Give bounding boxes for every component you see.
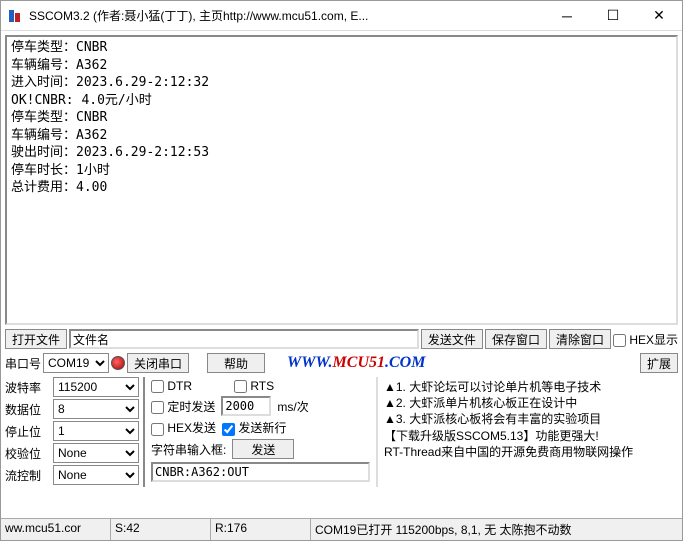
help-button[interactable]: 帮助 <box>207 353 265 373</box>
databits-label: 数据位 <box>5 401 53 418</box>
main-window: SSCOM3.2 (作者:聂小猛(丁丁), 主页http://www.mcu51… <box>0 0 683 541</box>
settings-panel: 波特率115200 数据位8 停止位1 校验位None 流控制None <box>5 377 139 487</box>
send-button[interactable]: 发送 <box>232 439 294 459</box>
statusbar: ww.mcu51.cor S:42 R:176 COM19已打开 115200b… <box>1 518 682 540</box>
send-panel: DTR RTS 定时发送 ms/次 HEX发送 发送新行 字符串输入框: 发送 <box>143 377 378 487</box>
save-window-button[interactable]: 保存窗口 <box>485 329 547 349</box>
open-file-button[interactable]: 打开文件 <box>5 329 67 349</box>
timed-send-checkbox[interactable]: 定时发送 <box>151 398 215 415</box>
status-sent: S:42 <box>111 519 211 540</box>
expand-button[interactable]: 扩展 <box>640 353 678 373</box>
flow-select[interactable]: None <box>53 465 139 485</box>
send-string-input[interactable] <box>151 462 370 482</box>
note-line: RT-Thread来自中国的开源免费商用物联网操作 <box>384 444 676 460</box>
close-button[interactable]: ✕ <box>636 1 682 31</box>
stopbits-label: 停止位 <box>5 423 53 440</box>
interval-unit: ms/次 <box>277 398 308 415</box>
note-line: ▲2. 大虾派单片机核心板正在设计中 <box>384 395 676 411</box>
note-line: 【下载升级版SSCOM5.13】功能更强大! <box>384 428 676 444</box>
hex-display-checkbox[interactable]: HEX显示 <box>613 331 678 348</box>
status-recv: R:176 <box>211 519 311 540</box>
record-icon[interactable] <box>111 356 125 370</box>
port-label: 串口号 <box>5 355 41 372</box>
note-line: ▲1. 大虾论坛可以讨论单片机等电子技术 <box>384 379 676 395</box>
note-line: ▲3. 大虾派核心板将会有丰富的实验项目 <box>384 411 676 427</box>
clear-window-button[interactable]: 清除窗口 <box>549 329 611 349</box>
website-link[interactable]: WWW.MCU51.COM <box>287 354 425 372</box>
titlebar: SSCOM3.2 (作者:聂小猛(丁丁), 主页http://www.mcu51… <box>1 1 682 31</box>
parity-select[interactable]: None <box>53 443 139 463</box>
dtr-checkbox[interactable]: DTR <box>151 379 192 393</box>
close-port-button[interactable]: 关闭串口 <box>127 353 189 373</box>
stopbits-select[interactable]: 1 <box>53 421 139 441</box>
databits-select[interactable]: 8 <box>53 399 139 419</box>
send-file-button[interactable]: 发送文件 <box>421 329 483 349</box>
hex-send-checkbox[interactable]: HEX发送 <box>151 419 216 436</box>
baud-label: 波特率 <box>5 379 53 396</box>
minimize-button[interactable]: ─ <box>544 1 590 31</box>
maximize-button[interactable]: ☐ <box>590 1 636 31</box>
output-textarea[interactable]: 停车类型：CNBR 车辆编号：A362 进入时间：2023.6.29-2:12:… <box>5 35 678 325</box>
notes-panel: ▲1. 大虾论坛可以讨论单片机等电子技术 ▲2. 大虾派单片机核心板正在设计中 … <box>382 377 678 487</box>
send-newline-checkbox[interactable]: 发送新行 <box>222 419 286 436</box>
string-input-label: 字符串输入框: <box>151 441 226 458</box>
app-icon <box>7 8 23 24</box>
parity-label: 校验位 <box>5 445 53 462</box>
port-select[interactable]: COM19 <box>43 353 109 373</box>
status-url: ww.mcu51.cor <box>1 519 111 540</box>
interval-input[interactable] <box>221 396 271 416</box>
status-port: COM19已打开 115200bps, 8,1, 无 太陈抱不动数 <box>311 519 682 540</box>
window-title: SSCOM3.2 (作者:聂小猛(丁丁), 主页http://www.mcu51… <box>29 7 544 24</box>
baud-select[interactable]: 115200 <box>53 377 139 397</box>
rts-checkbox[interactable]: RTS <box>234 379 274 393</box>
flow-label: 流控制 <box>5 467 53 484</box>
filename-input[interactable] <box>69 329 419 349</box>
